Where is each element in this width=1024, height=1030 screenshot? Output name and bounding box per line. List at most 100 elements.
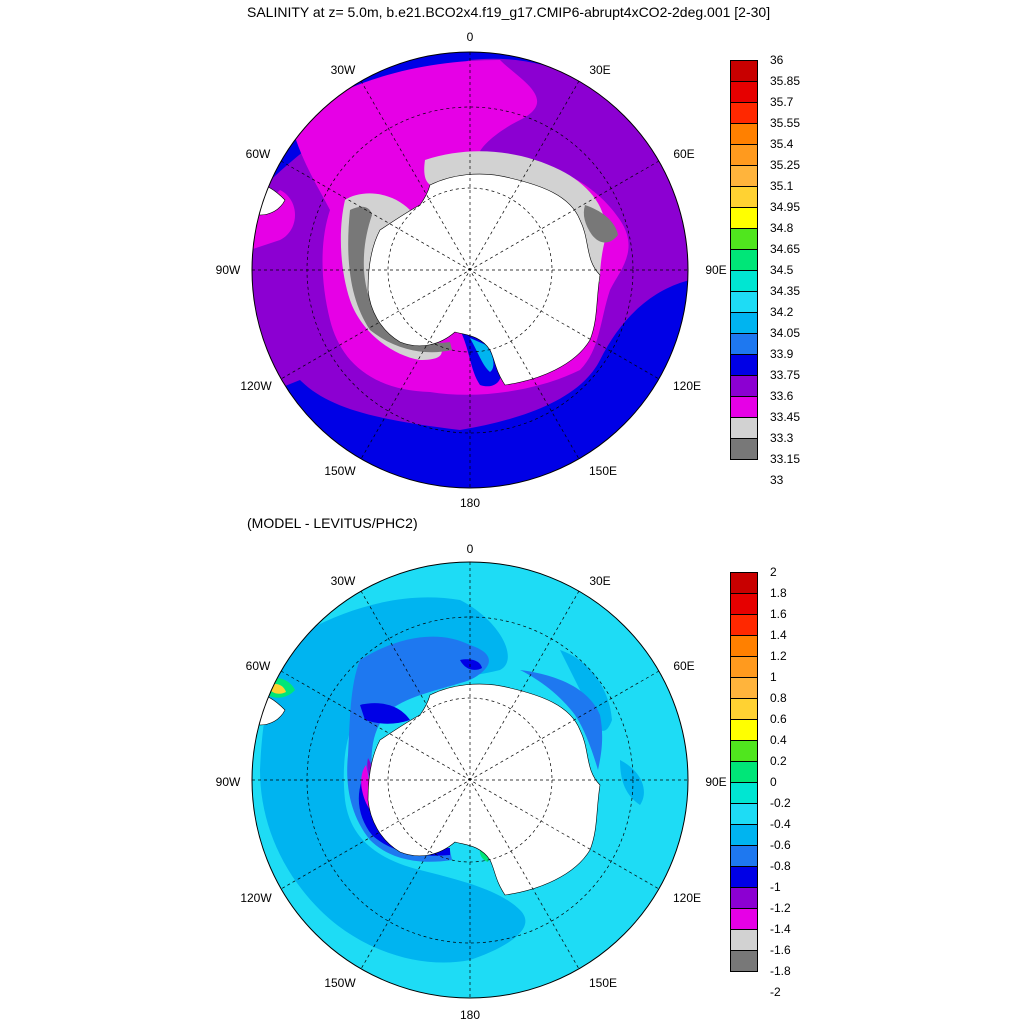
colorbar-label: 33.9 (770, 347, 794, 361)
colorbar-label: 2 (770, 565, 777, 579)
colorbar-box (730, 740, 758, 762)
colorbar-box (730, 719, 758, 741)
colorbar-label: 35.25 (770, 158, 801, 172)
colorbar-label: 1.8 (770, 586, 787, 600)
colorbar-box (730, 312, 758, 334)
colorbar-label: 35.4 (770, 137, 794, 151)
colorbar-label: 35.55 (770, 116, 801, 130)
colorbar-label: 0.6 (770, 712, 787, 726)
colorbar-box (730, 375, 758, 397)
colorbar-box (730, 950, 758, 972)
colorbar-box (730, 908, 758, 930)
colorbar-label: 33.75 (770, 368, 801, 382)
lon-label-90e: 90E (705, 263, 726, 277)
diff-lon-label-60e: 60E (673, 659, 694, 673)
colorbar-box (730, 60, 758, 82)
diff-lon-label-120w: 120W (240, 891, 272, 905)
colorbar-box (730, 782, 758, 804)
colorbar-label: 1.4 (770, 628, 787, 642)
colorbar-box (730, 866, 758, 888)
diff-lon-label-0: 0 (467, 542, 474, 556)
colorbar-box (730, 165, 758, 187)
colorbar-box (730, 824, 758, 846)
colorbar-box (730, 887, 758, 909)
colorbar-label: -1.8 (770, 964, 791, 978)
colorbar-label: 34.2 (770, 305, 794, 319)
colorbar-box (730, 761, 758, 783)
lon-label-150w: 150W (324, 464, 356, 478)
colorbar-label: -0.6 (770, 838, 791, 852)
colorbar-label: 35.85 (770, 74, 801, 88)
colorbar-label: 33 (770, 473, 784, 487)
colorbar-label: 33.45 (770, 410, 801, 424)
diff-lon-label-150w: 150W (324, 976, 356, 990)
colorbar-label: -2 (770, 985, 781, 999)
lon-label-30e: 30E (589, 63, 610, 77)
colorbar-box (730, 677, 758, 699)
colorbar-label: 33.3 (770, 431, 794, 445)
colorbar-box (730, 656, 758, 678)
colorbar-box (730, 81, 758, 103)
colorbar-box (730, 186, 758, 208)
colorbar-label: 36 (770, 53, 784, 67)
colorbar-label: 35.1 (770, 179, 794, 193)
colorbar-box (730, 249, 758, 271)
colorbar-box (730, 417, 758, 439)
colorbar-box (730, 228, 758, 250)
colorbar-box (730, 698, 758, 720)
colorbar-label: -1.2 (770, 901, 791, 915)
lon-label-0: 0 (467, 30, 474, 44)
colorbar-label: 0 (770, 775, 777, 789)
colorbar-label: -0.4 (770, 817, 791, 831)
colorbar-label: 1.2 (770, 649, 787, 663)
colorbar-label: -1.6 (770, 943, 791, 957)
diff-lon-label-30e: 30E (589, 574, 610, 588)
difference-title: (MODEL - LEVITUS/PHC2) (247, 515, 418, 531)
colorbar-box (730, 270, 758, 292)
diff-lon-label-150e: 150E (589, 976, 617, 990)
colorbar-box (730, 291, 758, 313)
colorbar-label: 33.6 (770, 389, 794, 403)
lon-label-180: 180 (460, 496, 480, 510)
colorbar-box (730, 845, 758, 867)
colorbar-box (730, 333, 758, 355)
colorbar-box (730, 354, 758, 376)
colorbar-label: 35.7 (770, 95, 794, 109)
colorbar-label: 1.6 (770, 607, 787, 621)
colorbar-label: 34.5 (770, 263, 794, 277)
colorbar-box (730, 396, 758, 418)
colorbar-label: 34.35 (770, 284, 801, 298)
colorbar-box (730, 572, 758, 594)
colorbar-label: 34.65 (770, 242, 801, 256)
colorbar-label: 34.8 (770, 221, 794, 235)
colorbar-label: 0.4 (770, 733, 787, 747)
colorbar-box (730, 593, 758, 615)
colorbar-box (730, 803, 758, 825)
colorbar-label: -0.8 (770, 859, 791, 873)
lon-label-150e: 150E (589, 464, 617, 478)
main-title: SALINITY at z= 5.0m, b.e21.BCO2x4.f19_g1… (247, 4, 771, 20)
colorbar-label: -1.4 (770, 922, 791, 936)
colorbar-box (730, 207, 758, 229)
colorbar-label: 33.15 (770, 452, 801, 466)
diff-lon-label-120e: 120E (673, 891, 701, 905)
lon-label-30w: 30W (331, 63, 356, 77)
lon-label-60e: 60E (673, 147, 694, 161)
lon-label-120w: 120W (240, 379, 272, 393)
colorbar-label: 1 (770, 670, 777, 684)
colorbar-label: 34.05 (770, 326, 801, 340)
colorbar-box (730, 144, 758, 166)
difference-polar-map: 0 30W 30E 60W 60E 90W 90E 120W 120E 150W… (216, 542, 727, 1022)
lon-label-90w: 90W (216, 263, 241, 277)
lon-label-120e: 120E (673, 379, 701, 393)
colorbar-label: 0.8 (770, 691, 787, 705)
colorbar-box (730, 929, 758, 951)
diff-lon-label-90e: 90E (705, 775, 726, 789)
colorbar-box (730, 102, 758, 124)
colorbar-label: -1 (770, 880, 781, 894)
lon-label-60w: 60W (246, 147, 271, 161)
salinity-polar-map: 0 30W 30E 60W 60E 90W 90E 120W 120E 150W… (216, 30, 727, 510)
diff-lon-label-180: 180 (460, 1008, 480, 1022)
colorbar-label: 0.2 (770, 754, 787, 768)
diff-lon-label-60w: 60W (246, 659, 271, 673)
